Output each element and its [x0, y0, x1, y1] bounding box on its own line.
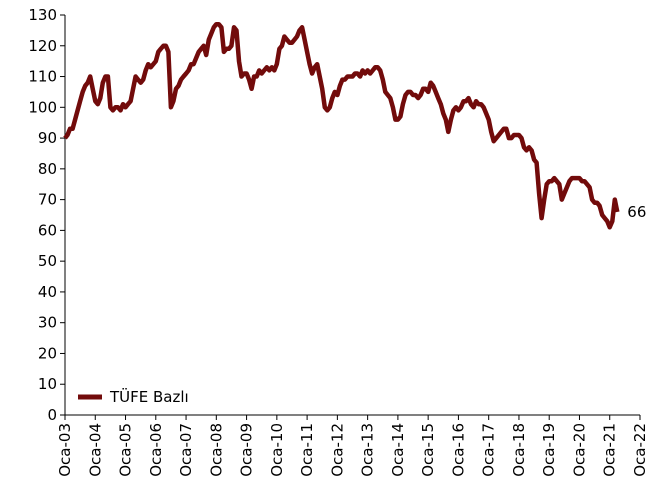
y-tick-label: 70: [38, 191, 57, 209]
y-tick-label: 40: [38, 283, 57, 301]
y-tick-label: 110: [28, 68, 57, 86]
x-tick-label: Oca-07: [177, 423, 195, 477]
x-tick-label: Oca-12: [328, 423, 346, 477]
x-tick-label: Oca-14: [389, 423, 407, 477]
y-tick-label: 120: [28, 37, 57, 55]
y-tick-label: 30: [38, 314, 57, 332]
x-tick-label: Oca-19: [540, 423, 558, 477]
x-tick-label: Oca-09: [238, 423, 256, 477]
x-tick-label: Oca-06: [147, 423, 165, 477]
x-tick-label: Oca-16: [449, 423, 467, 477]
y-tick-label: 90: [38, 129, 57, 147]
y-tick-label: 80: [38, 160, 57, 178]
x-tick-label: Oca-04: [86, 423, 104, 477]
x-tick-label: Oca-11: [298, 423, 316, 477]
x-tick-label: Oca-10: [268, 423, 286, 477]
x-tick-label: Oca-15: [419, 423, 437, 477]
y-tick-label: 130: [28, 6, 57, 24]
y-tick-label: 10: [38, 375, 57, 393]
end-label: 66: [627, 203, 646, 221]
x-tick-label: Oca-13: [359, 423, 377, 477]
x-tick-label: Oca-05: [117, 423, 135, 477]
y-tick-label: 60: [38, 221, 57, 239]
y-tick-label: 20: [38, 344, 57, 362]
x-tick-label: Oca-03: [56, 423, 74, 477]
x-tick-label: Oca-18: [510, 423, 528, 477]
legend-label: TÜFE Bazlı: [109, 387, 189, 406]
x-tick-label: Oca-17: [480, 423, 498, 477]
x-tick-label: Oca-20: [570, 423, 588, 477]
series-line: [63, 21, 620, 230]
y-tick-label: 50: [38, 252, 57, 270]
x-tick-label: Oca-08: [207, 423, 225, 477]
y-tick-label: 0: [47, 406, 57, 424]
y-tick-label: 100: [28, 98, 57, 116]
x-tick-label: Oca-22: [631, 423, 649, 477]
x-tick-label: Oca-21: [601, 423, 619, 477]
